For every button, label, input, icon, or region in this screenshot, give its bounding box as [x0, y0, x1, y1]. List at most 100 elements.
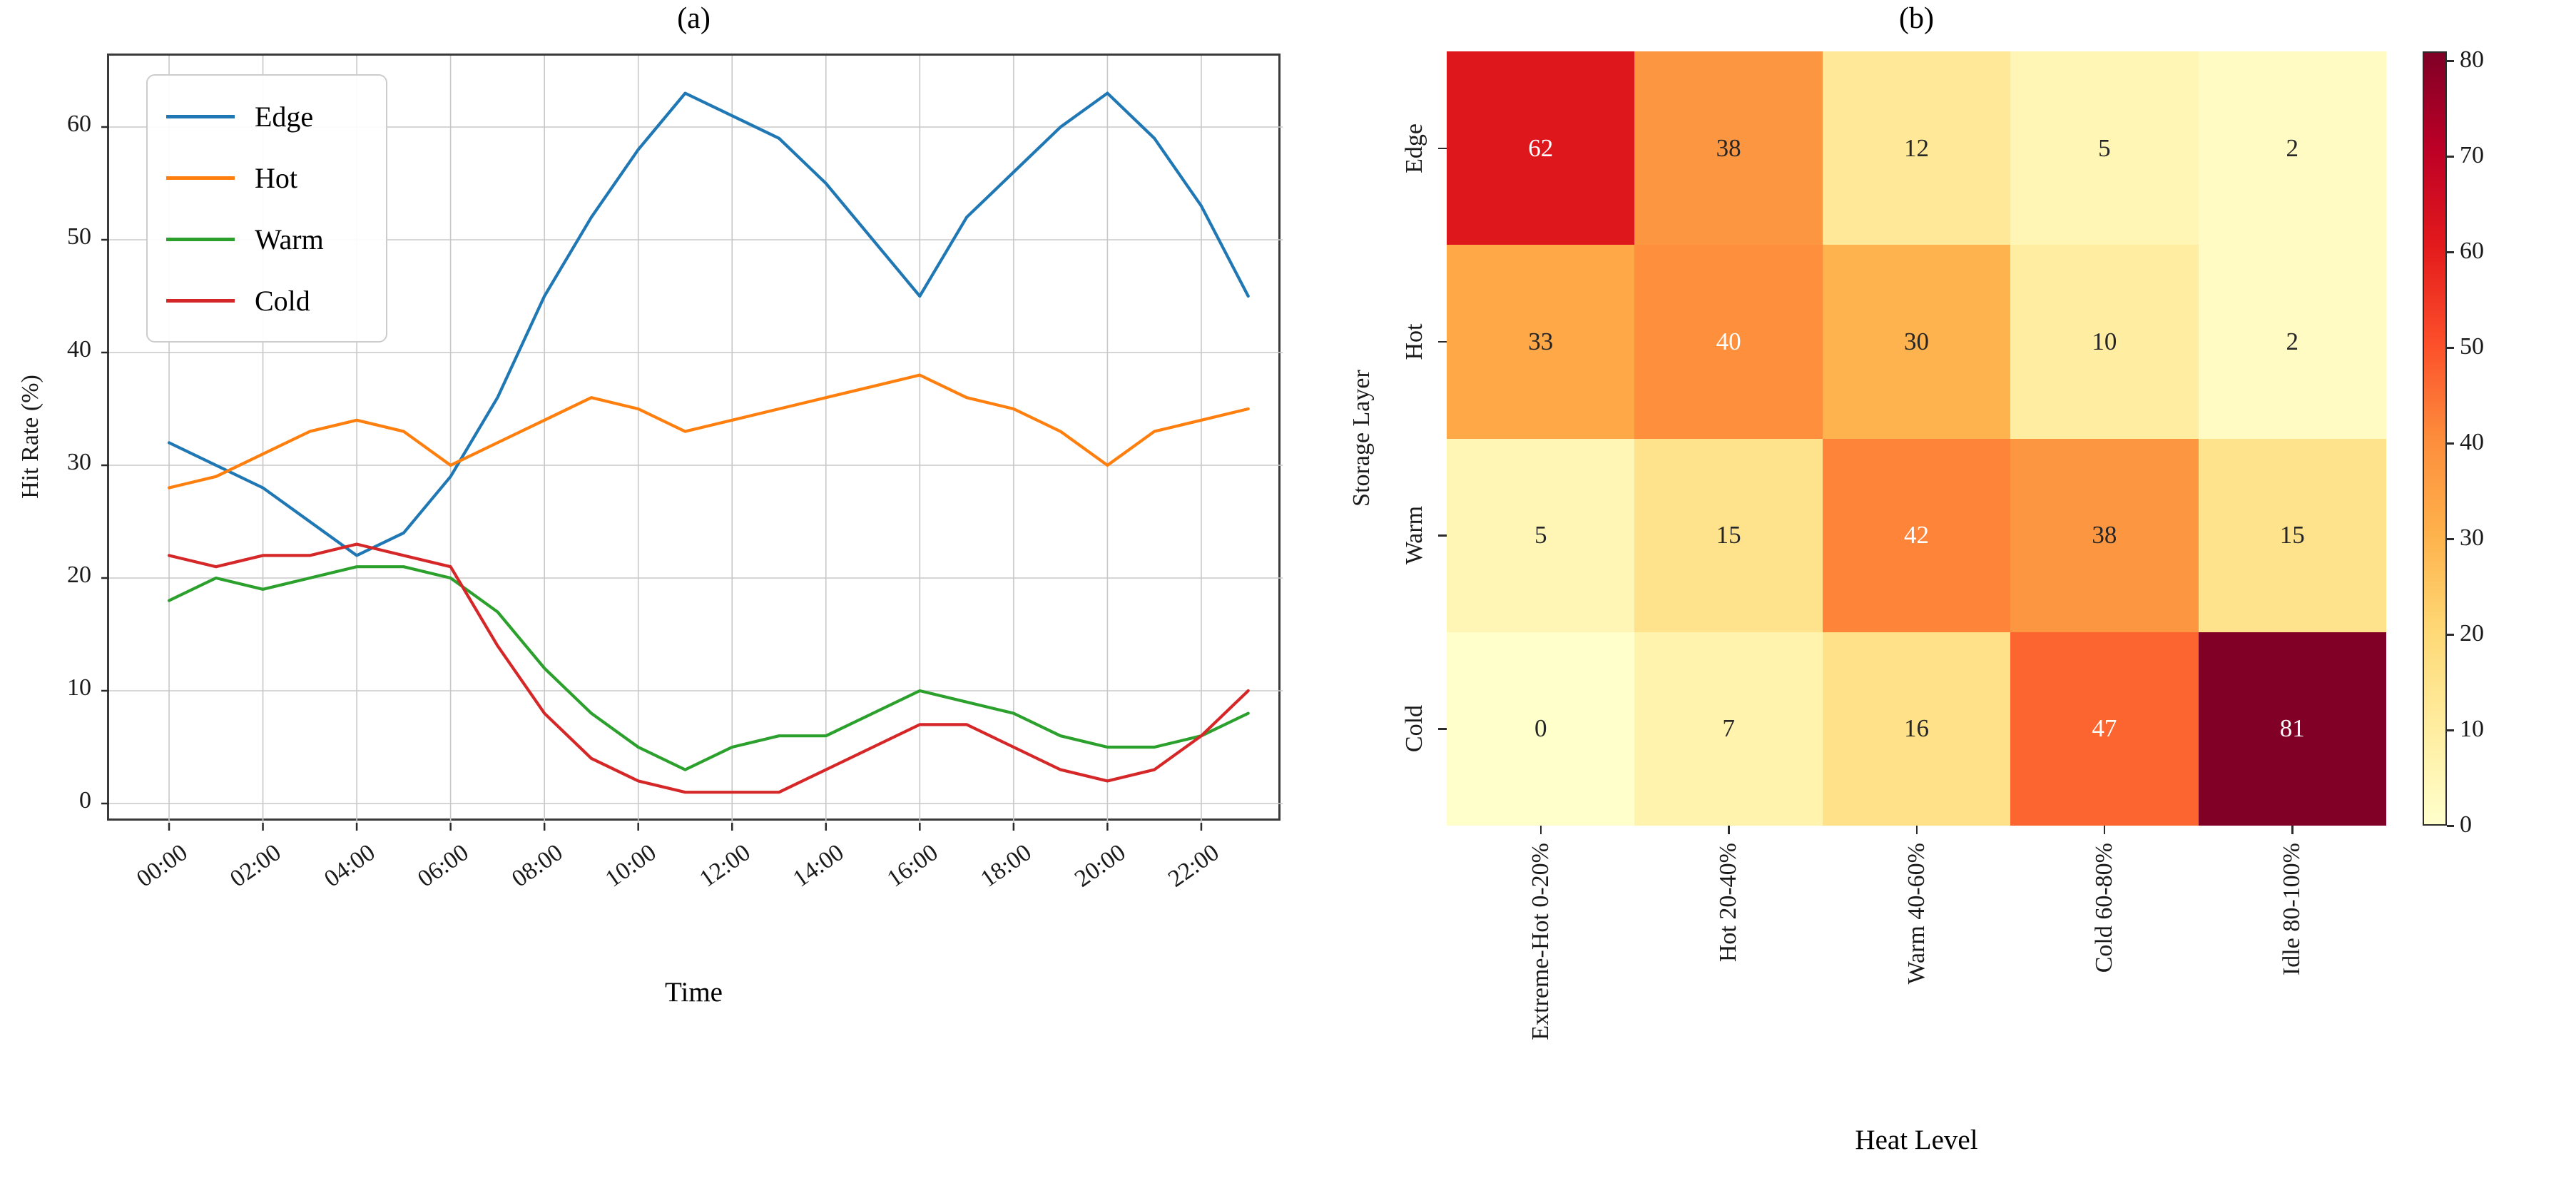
heatmap-row-tick: [1438, 340, 1447, 343]
heatmap-cell-warm-3: 38: [2010, 438, 2199, 632]
legend-label-edge: Edge: [255, 100, 314, 133]
colorbar: [2423, 51, 2447, 826]
colorbar-tick: [2447, 251, 2454, 253]
colorbar-tick: [2447, 825, 2454, 827]
legend-item-hot: Hot: [166, 147, 386, 208]
y-tick-label: 0: [79, 787, 91, 814]
colorbar-tick-label: 10: [2460, 716, 2484, 743]
heatmap-cell-value: 0: [1534, 714, 1547, 743]
colorbar-tick-label: 40: [2460, 429, 2484, 456]
heatmap-col-tick: [1915, 826, 1918, 834]
legend-item-edge: Edge: [166, 86, 386, 147]
legend-line-swatch-cold: [166, 298, 235, 303]
y-tick-label: 60: [67, 111, 91, 138]
y-tick-label: 40: [67, 336, 91, 363]
heatmap-row-tick: [1438, 147, 1447, 150]
heatmap-cell-value: 40: [1716, 327, 1741, 355]
legend-label-hot: Hot: [255, 161, 297, 194]
heatmap-cell-edge-0: 62: [1447, 51, 1635, 245]
heatmap-cell-warm-0: 5: [1447, 438, 1635, 632]
x-axis-label-heat-level: Heat Level: [1855, 1125, 1978, 1155]
colorbar-tick-label: 30: [2460, 524, 2484, 552]
heatmap-cell-edge-3: 5: [2010, 51, 2199, 245]
panel-a-title: (a): [677, 2, 711, 35]
heatmap-cell-value: 62: [1528, 133, 1554, 162]
heatmap-cell-edge-4: 2: [2198, 51, 2386, 245]
heatmap-cell-cold-0: 0: [1447, 632, 1635, 826]
heatmap-cell-value: 2: [2286, 327, 2299, 355]
heatmap-col-label-2: Warm 40-60%: [1903, 843, 1930, 985]
heatmap-cell-cold-1: 7: [1634, 632, 1823, 826]
legend-line-swatch-edge: [166, 114, 235, 118]
series-line-hot: [167, 373, 1250, 490]
x-axis-label-time: Time: [665, 977, 723, 1008]
heatmap-cell-value: 15: [1716, 521, 1741, 549]
heatmap-cell-value: 10: [2092, 327, 2117, 355]
heatmap-cell-value: 16: [1903, 714, 1929, 743]
heatmap-cell-cold-4: 81: [2198, 632, 2386, 826]
heatmap-cell-hot-4: 2: [2198, 245, 2386, 439]
heatmap-cell-value: 2: [2286, 133, 2299, 162]
colorbar-tick-label: 70: [2460, 142, 2484, 169]
legend-item-warm: Warm: [166, 208, 386, 270]
legend: Edge Hot Warm Cold: [146, 74, 387, 343]
heatmap-col-tick: [2103, 826, 2106, 834]
heatmap-row-label-warm: Warm: [1401, 506, 1427, 565]
heatmap-col-tick: [1539, 826, 1542, 834]
heatmap-cell-warm-1: 15: [1634, 438, 1823, 632]
heatmap-cell-warm-2: 42: [1822, 438, 2011, 632]
heatmap-row-label-cold: Cold: [1401, 705, 1427, 753]
heatmap-cell-hot-2: 30: [1822, 245, 2011, 439]
heatmap-cell-hot-0: 33: [1447, 245, 1635, 439]
y-tick-label: 20: [67, 562, 91, 589]
heatmap-cell-value: 12: [1903, 133, 1929, 162]
heatmap-cell-hot-3: 10: [2010, 245, 2199, 439]
heatmap-cell-value: 15: [2279, 521, 2305, 549]
colorbar-tick-label: 60: [2460, 238, 2484, 265]
heatmap-row-label-hot: Hot: [1401, 323, 1427, 360]
colorbar-tick: [2447, 60, 2454, 62]
colorbar-tick: [2447, 442, 2454, 445]
colorbar-tick-label: 20: [2460, 620, 2484, 647]
series-line-edge: [167, 91, 1250, 557]
heatmap-cell-value: 5: [1534, 521, 1547, 549]
y-tick-label: 10: [67, 674, 91, 701]
panel-b-title: (b): [1899, 2, 1934, 35]
y-tick-label: 30: [67, 449, 91, 476]
legend-line-swatch-hot: [166, 176, 235, 180]
heatmap-grid: 62 38 12 5 2 33 40 30 10 2 5 15 42 38 15 0 7 16 47 81: [1447, 51, 2386, 826]
colorbar-tick: [2447, 538, 2454, 540]
heatmap-cell-warm-4: 15: [2198, 438, 2386, 632]
heatmap-row-tick: [1438, 534, 1447, 537]
heatmap-cell-cold-3: 47: [2010, 632, 2199, 826]
heatmap-col-tick: [2291, 826, 2294, 834]
colorbar-tick-label: 50: [2460, 333, 2484, 360]
heatmap-cell-value: 33: [1528, 327, 1554, 355]
heatmap-cell-value: 38: [1716, 133, 1741, 162]
colorbar-tick: [2447, 729, 2454, 731]
line-chart-canvas: [101, 56, 1283, 831]
colorbar-tick: [2447, 634, 2454, 636]
heatmap-col-tick: [1728, 826, 1730, 834]
heatmap-cell-cold-2: 16: [1822, 632, 2011, 826]
legend-item-cold: Cold: [166, 270, 386, 331]
heatmap-col-label-4: Idle 80-100%: [2279, 843, 2306, 976]
heatmap-cell-edge-1: 38: [1634, 51, 1823, 245]
line-plot-area: Edge Hot Warm Cold: [101, 54, 1283, 831]
heatmap-cell-value: 38: [2092, 521, 2117, 549]
heatmap-cell-value: 5: [2098, 133, 2111, 162]
colorbar-tick: [2447, 347, 2454, 349]
legend-line-swatch-warm: [166, 237, 235, 241]
series-line-cold: [167, 542, 1250, 794]
heatmap-col-label-3: Cold 60-80%: [2090, 843, 2117, 973]
heatmap-cell-value: 30: [1903, 327, 1929, 355]
heatmap-cell-value: 81: [2279, 714, 2305, 743]
heatmap-cell-hot-1: 40: [1634, 245, 1823, 439]
legend-label-warm: Warm: [255, 223, 324, 255]
heatmap-col-label-1: Hot 20-40%: [1715, 843, 1742, 963]
colorbar-tick: [2447, 156, 2454, 158]
heatmap-cell-edge-2: 12: [1822, 51, 2011, 245]
